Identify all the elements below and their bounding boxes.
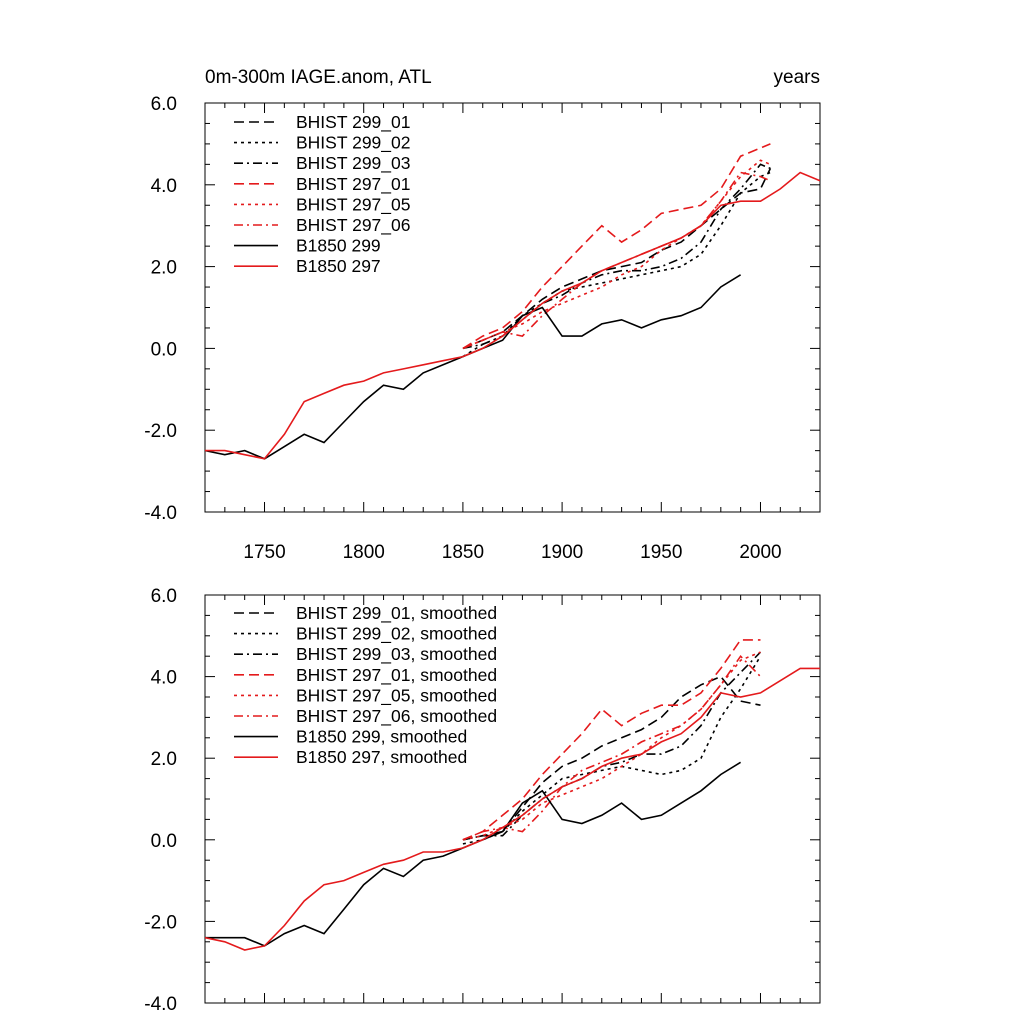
y-tick-label: 2.0 (151, 258, 177, 279)
legend-label: BHIST 297_06, smoothed (296, 706, 497, 727)
series-line-7 (205, 667, 820, 951)
x-tick-label: 1900 (541, 542, 583, 563)
legend-label: BHIST 299_02, smoothed (296, 624, 497, 645)
series-line-1 (462, 171, 771, 358)
x-tick-label: 1950 (640, 542, 682, 563)
y-tick-label: -4.0 (144, 503, 177, 524)
x-tick-label: 2000 (739, 542, 781, 563)
series-line-3 (462, 639, 761, 841)
legend-label: BHIST 299_01, smoothed (296, 603, 497, 624)
x-tick-label: 1750 (243, 542, 285, 563)
series-line-5 (462, 654, 762, 841)
x-tick-label: 1850 (442, 542, 484, 563)
y-tick-label: -2.0 (144, 421, 177, 442)
series-line-4 (462, 159, 771, 350)
legend-label: BHIST 299_03 (296, 153, 410, 174)
top-panel: -4.0 -2.0 0.0 2.0 4.0 6.0 1750 1800 1850 1900 1950… (144, 94, 821, 563)
chart-title: 0m-300m IAGE.anom, ATL (205, 67, 432, 88)
y-tick-label: 6.0 (151, 94, 177, 115)
series-line-6 (205, 761, 742, 947)
legend-label: B1850 299 (296, 236, 381, 256)
legend-label: BHIST 297_05 (296, 194, 410, 215)
y-tick-label: 6.0 (151, 586, 177, 607)
legend-label: BHIST 299_02 (296, 133, 410, 154)
y-tick-label: 2.0 (151, 749, 177, 770)
series-line-3 (462, 143, 771, 350)
y-tick-label: 4.0 (151, 176, 177, 197)
legend-label: BHIST 297_01 (296, 174, 410, 195)
legend-label: B1850 299, smoothed (296, 727, 467, 747)
chart-units-label: years (774, 67, 820, 88)
series-line-2 (462, 651, 762, 841)
legend-label: BHIST 299_01 (296, 112, 410, 133)
legend-label: B1850 297, smoothed (296, 747, 467, 767)
legend-label: BHIST 297_05, smoothed (296, 685, 497, 706)
series-line-7 (205, 171, 820, 460)
series-line-1 (462, 655, 762, 845)
bottom-panel: -4.0 -2.0 0.0 2.0 4.0 6.0 BHIST 299_01, smooth… (144, 586, 821, 1015)
y-tick-label: 0.0 (151, 831, 177, 852)
legend-label: BHIST 297_01, smoothed (296, 665, 497, 686)
legend-label: BHIST 299_03, smoothed (296, 644, 497, 665)
y-tick-label: -2.0 (144, 912, 177, 933)
y-tick-label: -4.0 (144, 994, 177, 1015)
series-line-5 (462, 171, 771, 350)
y-tick-label: 0.0 (151, 339, 177, 360)
x-tick-label: 1800 (343, 542, 385, 563)
legend-label: BHIST 297_06 (296, 215, 410, 236)
y-tick-label: 4.0 (151, 668, 177, 689)
series-line-6 (205, 274, 742, 460)
legend-label: B1850 297 (296, 256, 381, 276)
